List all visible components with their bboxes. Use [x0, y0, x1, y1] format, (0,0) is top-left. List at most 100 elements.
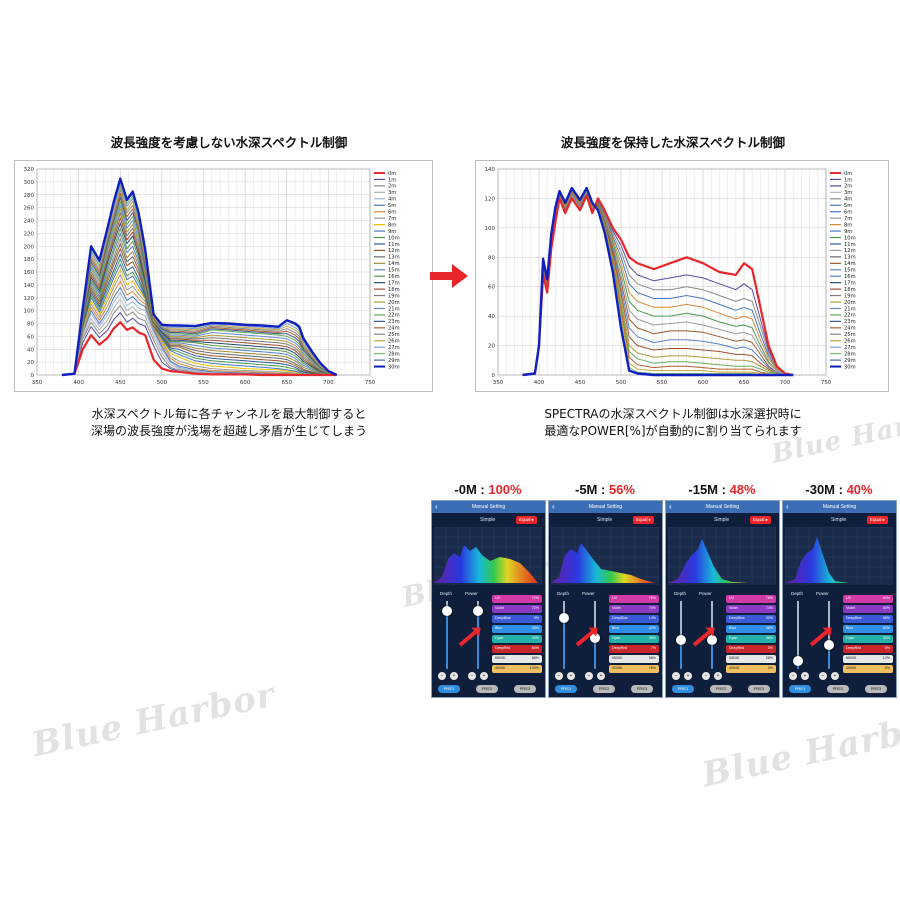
legend-label: 17m [844, 280, 856, 286]
preset-button-3[interactable]: PRE3 [748, 685, 770, 693]
depth-plus-button[interactable]: + [450, 672, 458, 680]
preset-button-1[interactable]: PRE1 [555, 685, 577, 693]
channel-bar[interactable]: Violet 70% [609, 605, 659, 613]
power-slider-knob[interactable] [824, 640, 834, 651]
channel-bar[interactable]: DeepBlue 36% [843, 615, 893, 623]
depth-slider-knob[interactable] [442, 606, 452, 617]
channel-name: Cyan [846, 636, 855, 640]
depth-plus-button[interactable]: + [801, 672, 809, 680]
depth-slider-knob[interactable] [676, 635, 686, 646]
channel-bar[interactable]: 4000K 100% [492, 665, 542, 673]
back-icon[interactable]: ‹ [669, 502, 672, 511]
power-minus-button[interactable]: − [468, 672, 476, 680]
preset-button-2[interactable]: PRE2 [827, 685, 849, 693]
back-icon[interactable]: ‹ [552, 502, 555, 511]
preset-button-3[interactable]: PRE3 [631, 685, 653, 693]
depth-slider-track[interactable] [680, 601, 682, 669]
power-plus-button[interactable]: + [831, 672, 839, 680]
channel-bar[interactable]: Cyan 30% [492, 635, 542, 643]
channel-bar[interactable]: 4000K 76% [609, 665, 659, 673]
power-slider-knob[interactable] [590, 633, 600, 644]
channel-bar[interactable]: UV 76% [609, 595, 659, 603]
mode-label: Simple [597, 517, 613, 523]
depth-slider-knob[interactable] [559, 613, 569, 623]
power-slider-knob[interactable] [473, 606, 483, 617]
depth-slider-track[interactable] [797, 601, 799, 669]
separator: : [476, 482, 489, 497]
channel-bar[interactable]: 4000K 0% [843, 665, 893, 673]
power-slider-fill [594, 638, 596, 669]
series-line-9m [61, 263, 337, 376]
channel-value: 7% [650, 646, 656, 650]
equal-button[interactable]: Equal ▸ [632, 516, 654, 524]
channel-bar[interactable]: DeepRed 0% [843, 645, 893, 653]
power-slider-knob[interactable] [707, 635, 717, 646]
channel-bar[interactable]: DeepBlue 14% [609, 615, 659, 623]
preset-button-1[interactable]: PRE1 [789, 685, 811, 693]
channel-bar[interactable]: 6500K 88% [492, 655, 542, 663]
channel-bar[interactable]: Violet 80% [843, 605, 893, 613]
depth-slider-fill [446, 611, 448, 669]
depth-slider-knob[interactable] [793, 655, 803, 666]
channel-bar[interactable]: Cyan 32% [843, 635, 893, 643]
power-minus-button[interactable]: − [819, 672, 827, 680]
right-description: SPECTRAの水深スペクトル制御は水深選択時に 最適なPOWER[%]が自動的… [544, 407, 802, 438]
channel-bar[interactable]: Blue 42% [609, 625, 659, 633]
power-plus-button[interactable]: + [714, 672, 722, 680]
right-chart-title: 波長強度を保持した水深スペクトル制御 [560, 135, 786, 150]
channel-bar[interactable]: DeepBlue 0% [492, 615, 542, 623]
preset-button-1[interactable]: PRE1 [672, 685, 694, 693]
channel-bar[interactable]: Cyan 36% [726, 635, 776, 643]
x-tick-label: 500 [157, 380, 168, 386]
channel-value: 0% [533, 616, 539, 620]
depth-minus-button[interactable]: − [555, 672, 563, 680]
equal-button[interactable]: Equal ▸ [749, 516, 771, 524]
power-plus-button[interactable]: + [480, 672, 488, 680]
channel-bar[interactable]: Blue 50% [843, 625, 893, 633]
channel-bar[interactable]: 6500K 12% [843, 655, 893, 663]
channel-bar[interactable]: DeepRed 60% [492, 645, 542, 653]
channel-bar[interactable]: DeepBlue 30% [726, 615, 776, 623]
preset-button-1[interactable]: PRE1 [438, 685, 460, 693]
depth-plus-button[interactable]: + [567, 672, 575, 680]
left-chart-title: 波長強度を考慮しない水深スペクトル制御 [110, 135, 348, 150]
depth-plus-button[interactable]: + [684, 672, 692, 680]
back-icon[interactable]: ‹ [435, 502, 438, 511]
depth-minus-button[interactable]: − [789, 672, 797, 680]
channel-value: 0% [884, 666, 890, 670]
channel-bar[interactable]: Cyan 36% [609, 635, 659, 643]
x-tick-label: 400 [73, 380, 84, 386]
preset-button-3[interactable]: PRE3 [865, 685, 887, 693]
preset-button-2[interactable]: PRE2 [593, 685, 615, 693]
series-line-12m [522, 192, 794, 376]
legend-label: 4m [388, 197, 396, 203]
preset-button-3[interactable]: PRE3 [514, 685, 536, 693]
channel-bar[interactable]: Blue 48% [726, 625, 776, 633]
channel-bar[interactable]: 6500K 28% [726, 655, 776, 663]
equal-button[interactable]: Equal ▸ [866, 516, 888, 524]
series-line-18m [61, 217, 337, 376]
channel-bar[interactable]: Violet 72% [492, 605, 542, 613]
equal-button[interactable]: Equal ▸ [515, 516, 537, 524]
channel-bar[interactable]: Blue 30% [492, 625, 542, 633]
depth-minus-button[interactable]: − [438, 672, 446, 680]
channel-bar[interactable]: 4000K 0% [726, 665, 776, 673]
power-plus-button[interactable]: + [597, 672, 605, 680]
legend-label: 1m [388, 177, 396, 183]
channel-bar[interactable]: Violet 74% [726, 605, 776, 613]
channel-bar[interactable]: DeepRed 7% [609, 645, 659, 653]
channel-bar[interactable]: UV 80% [843, 595, 893, 603]
channel-bar[interactable]: UV 78% [726, 595, 776, 603]
x-tick-label: 650 [282, 380, 293, 386]
depth-minus-button[interactable]: − [672, 672, 680, 680]
channel-bar[interactable]: DeepRed 0% [726, 645, 776, 653]
back-icon[interactable]: ‹ [786, 502, 789, 511]
power-minus-button[interactable]: − [585, 672, 593, 680]
preset-button-2[interactable]: PRE2 [476, 685, 498, 693]
channel-name: DeepBlue [846, 616, 862, 620]
power-minus-button[interactable]: − [702, 672, 710, 680]
channel-bar[interactable]: 6500K 58% [609, 655, 659, 663]
channel-bar[interactable]: UV 72% [492, 595, 542, 603]
preset-button-2[interactable]: PRE2 [710, 685, 732, 693]
spectrum-preview [785, 527, 893, 585]
